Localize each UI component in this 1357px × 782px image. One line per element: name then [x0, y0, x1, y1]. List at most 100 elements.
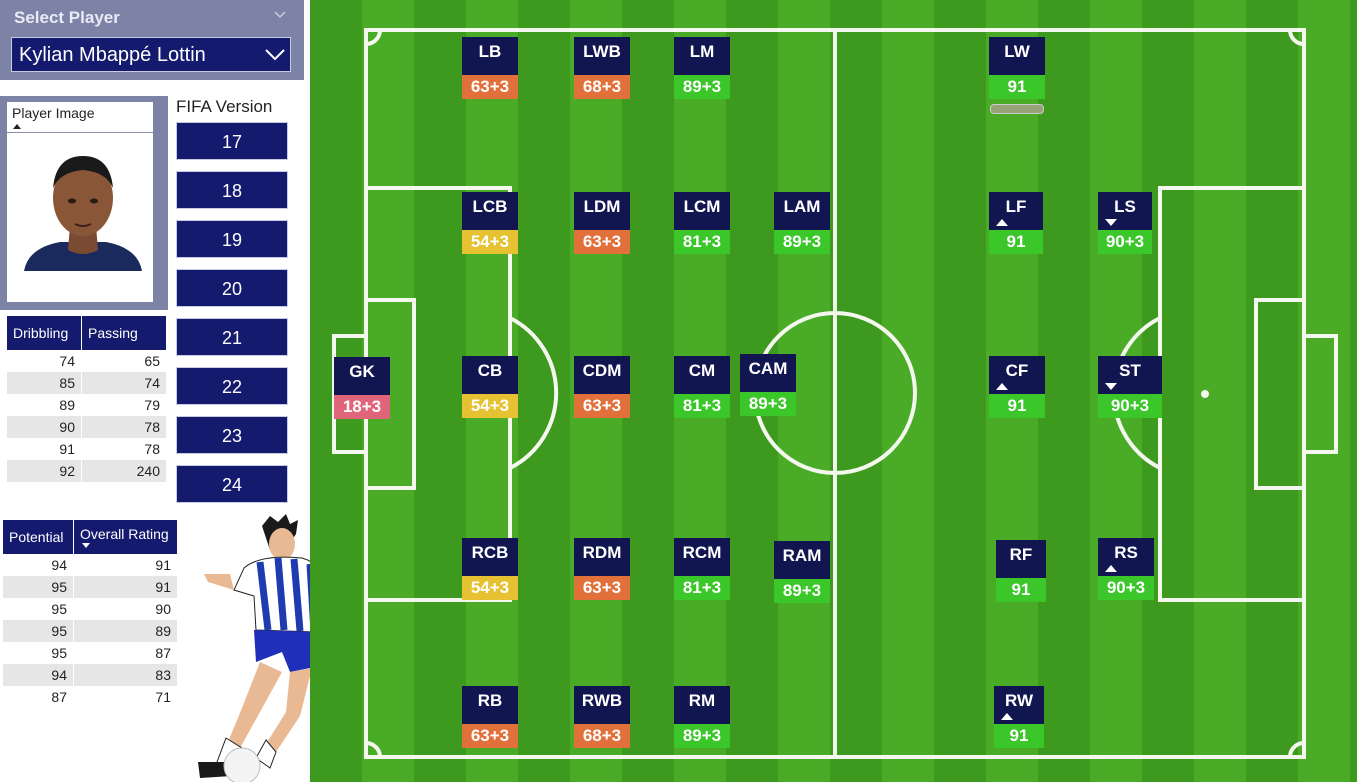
select-player-slicer: Select Player Kylian Mbappé Lottin	[0, 0, 304, 80]
position-label: LAM	[774, 192, 830, 230]
table-row: 89 79	[7, 394, 167, 416]
position-label: LB	[462, 37, 518, 75]
position-rating: 90+3	[1098, 230, 1152, 254]
position-lw[interactable]: LW 91	[989, 37, 1045, 99]
position-cf[interactable]: CF 91	[989, 356, 1045, 418]
position-rating: 91	[989, 230, 1043, 254]
position-rating: 89+3	[740, 392, 796, 416]
fifa-version-22-button[interactable]: 22	[176, 367, 288, 405]
position-rating: 63+3	[462, 75, 518, 99]
position-ram[interactable]: RAM 89+3	[774, 541, 830, 603]
pitch: GK 18+3 LB 63+3 LWB 68+3 LM 89+3 LW 91 LCB 54+3 LDM 6…	[310, 0, 1357, 782]
position-lb[interactable]: LB 63+3	[462, 37, 518, 99]
position-rating: 81+3	[674, 230, 730, 254]
position-label: CAM	[740, 354, 796, 392]
position-cb[interactable]: CB 54+3	[462, 356, 518, 418]
skills-table: Dribbling Passing 74 65 85 74 89 79 90 78 91…	[7, 316, 167, 482]
position-rf[interactable]: RF 91	[996, 540, 1046, 602]
table-row: 95 91	[3, 576, 178, 598]
position-rating: 54+3	[462, 576, 518, 600]
table-row: 90 78	[7, 416, 167, 438]
position-label: CB	[462, 356, 518, 394]
fifa-version-19-button[interactable]: 19	[176, 220, 288, 258]
position-label: RS	[1098, 538, 1154, 576]
chevron-down-icon[interactable]	[264, 47, 286, 63]
position-lm[interactable]: LM 89+3	[674, 37, 730, 99]
position-label: RDM	[574, 538, 630, 576]
position-label: LF	[989, 192, 1043, 230]
position-rating: 63+3	[574, 576, 630, 600]
sort-up-icon[interactable]	[13, 124, 21, 129]
position-rating: 91	[994, 724, 1044, 748]
position-rating: 90+3	[1098, 576, 1154, 600]
position-lwb[interactable]: LWB 68+3	[574, 37, 630, 99]
scroll-handle[interactable]	[990, 104, 1044, 114]
passing-header[interactable]: Passing	[81, 316, 167, 350]
position-lcm[interactable]: LCM 81+3	[674, 192, 730, 254]
position-lcb[interactable]: LCB 54+3	[462, 192, 518, 254]
position-label: RWB	[574, 686, 630, 724]
player-image-card: Player Image	[7, 102, 153, 302]
arrow-down-icon	[1105, 219, 1117, 226]
position-cam[interactable]: CAM 89+3	[740, 354, 796, 416]
position-rs[interactable]: RS 90+3	[1098, 538, 1154, 600]
position-label: CF	[989, 356, 1045, 394]
position-rating: 54+3	[462, 394, 518, 418]
position-rating: 81+3	[674, 576, 730, 600]
position-rating: 68+3	[574, 75, 630, 99]
player-portrait	[24, 156, 142, 271]
position-rating: 91	[989, 75, 1045, 99]
overall-rating-header[interactable]: Overall Rating	[73, 520, 178, 554]
position-rating: 81+3	[674, 394, 730, 418]
position-gk[interactable]: GK 18+3	[334, 357, 390, 419]
position-rating: 63+3	[574, 394, 630, 418]
rating-table: Potential Overall Rating 94 91 95 91 95 90 …	[3, 520, 178, 708]
position-rwb[interactable]: RWB 68+3	[574, 686, 630, 748]
fifa-version-20-button[interactable]: 20	[176, 269, 288, 307]
collapse-chevron-icon[interactable]	[274, 9, 286, 21]
player-image-header[interactable]: Player Image	[12, 105, 95, 121]
position-label: RCB	[462, 538, 518, 576]
position-rcb[interactable]: RCB 54+3	[462, 538, 518, 600]
table-row: 95 87	[3, 642, 178, 664]
position-cm[interactable]: CM 81+3	[674, 356, 730, 418]
position-rm[interactable]: RM 89+3	[674, 686, 730, 748]
position-st[interactable]: ST 90+3	[1098, 356, 1162, 418]
fifa-version-18-button[interactable]: 18	[176, 171, 288, 209]
sort-down-icon	[82, 543, 90, 548]
fifa-version-23-button[interactable]: 23	[176, 416, 288, 454]
position-rcm[interactable]: RCM 81+3	[674, 538, 730, 600]
position-rdm[interactable]: RDM 63+3	[574, 538, 630, 600]
position-label: LM	[674, 37, 730, 75]
position-ldm[interactable]: LDM 63+3	[574, 192, 630, 254]
position-label: ST	[1098, 356, 1162, 394]
fifa-version-21-button[interactable]: 21	[176, 318, 288, 356]
player-dropdown[interactable]: Kylian Mbappé Lottin	[11, 37, 291, 72]
position-label: LDM	[574, 192, 630, 230]
position-label: CDM	[574, 356, 630, 394]
position-cdm[interactable]: CDM 63+3	[574, 356, 630, 418]
fifa-version-24-button[interactable]: 24	[176, 465, 288, 503]
fifa-version-17-button[interactable]: 17	[176, 122, 288, 160]
position-label: RB	[462, 686, 518, 724]
position-rb[interactable]: RB 63+3	[462, 686, 518, 748]
fifa-version-label: FIFA Version	[176, 97, 273, 116]
position-rating: 91	[996, 578, 1046, 602]
position-label: LS	[1098, 192, 1152, 230]
arrow-up-icon	[1105, 565, 1117, 572]
position-label: RAM	[774, 541, 830, 579]
position-label: RF	[996, 540, 1046, 578]
position-rw[interactable]: RW 91	[994, 686, 1044, 748]
dribbling-header[interactable]: Dribbling	[7, 316, 82, 350]
arrow-down-icon	[1105, 383, 1117, 390]
position-rating: 89+3	[774, 579, 830, 603]
table-row: 94 91	[3, 554, 178, 576]
position-label: LWB	[574, 37, 630, 75]
position-ls[interactable]: LS 90+3	[1098, 192, 1152, 254]
table-row: 74 65	[7, 350, 167, 372]
position-lf[interactable]: LF 91	[989, 192, 1043, 254]
table-row: 87 71	[3, 686, 178, 708]
position-lam[interactable]: LAM 89+3	[774, 192, 830, 254]
potential-header[interactable]: Potential	[3, 520, 74, 554]
position-rating: 89+3	[774, 230, 830, 254]
